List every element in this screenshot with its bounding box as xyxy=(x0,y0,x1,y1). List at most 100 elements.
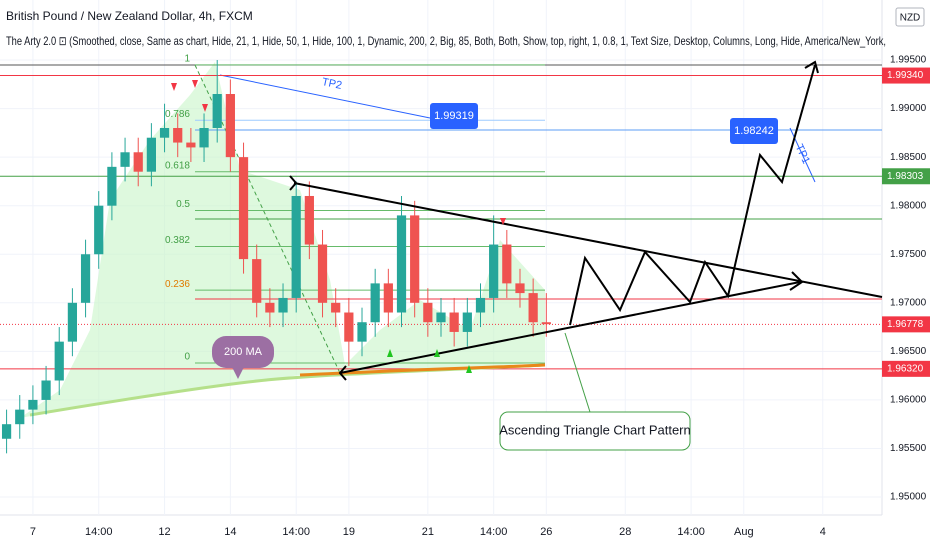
y-tick-label: 1.96500 xyxy=(890,346,927,357)
moving-average xyxy=(299,363,546,377)
callout-text: Ascending Triangle Chart Pattern xyxy=(499,422,691,437)
candle-body xyxy=(291,195,301,298)
x-tick-label: 14:00 xyxy=(677,526,705,538)
candle-body xyxy=(67,302,78,342)
candle-body xyxy=(15,409,25,425)
y-tick-label: 1.98000 xyxy=(890,200,927,211)
candle-body xyxy=(120,152,130,167)
x-tick-label: 14:00 xyxy=(85,526,113,538)
candle-body xyxy=(252,259,262,303)
price-tag-label: 1.96320 xyxy=(887,363,924,374)
x-tick-label: 14:00 xyxy=(480,526,508,538)
fib-label: 0.236 xyxy=(165,279,190,290)
x-tick-label: 28 xyxy=(619,526,631,538)
candle-body xyxy=(304,195,314,245)
y-tick-label: 1.95500 xyxy=(890,443,927,454)
candle-body xyxy=(41,380,51,400)
callout-box xyxy=(499,411,691,451)
price-tag-label: 1.98303 xyxy=(887,171,924,182)
candle-body xyxy=(475,297,486,313)
candle-body xyxy=(436,312,446,323)
tp-line xyxy=(219,74,431,119)
y-tick-label: 1.97000 xyxy=(890,297,927,308)
chart-title: British Pound / New Zealand Dollar, 4h, … xyxy=(6,9,253,23)
ma-box-pointer xyxy=(232,367,244,379)
candle-body xyxy=(383,283,393,313)
fib-label: 0.5 xyxy=(176,199,190,210)
candle-body xyxy=(80,254,91,303)
target-box xyxy=(730,118,778,144)
y-tick-label: 1.98500 xyxy=(890,152,927,163)
candle-body xyxy=(489,244,499,298)
ma-label: 200 MA xyxy=(224,346,263,358)
candle-body xyxy=(502,244,512,284)
price-tag xyxy=(882,316,930,333)
x-tick-label: 7 xyxy=(30,526,36,538)
candle-body xyxy=(344,312,354,342)
fib-label: 0 xyxy=(184,352,190,363)
y-tick-label: 1.97500 xyxy=(890,249,927,260)
y-tick-label: 1.99000 xyxy=(890,103,927,114)
candle-body xyxy=(212,94,222,128)
target-label: 1.98242 xyxy=(734,125,774,137)
candles xyxy=(1,60,551,454)
x-tick-label: 19 xyxy=(343,526,355,538)
annotation: TP2 xyxy=(321,76,343,92)
candle-body xyxy=(28,399,38,410)
candle-body xyxy=(317,244,328,303)
candle-body xyxy=(173,127,183,143)
price-tag xyxy=(882,168,930,185)
target-box xyxy=(430,103,478,129)
candle-body xyxy=(94,205,104,255)
price-tag xyxy=(882,360,930,377)
candle-body xyxy=(331,302,341,313)
callout-pointer xyxy=(564,332,591,413)
fib-label: 1 xyxy=(184,54,190,65)
candle-body xyxy=(107,166,117,206)
candle-body xyxy=(225,94,235,158)
indicator-text: The Arty 2.0 ⊡ (Smoothed, close, Same as… xyxy=(6,34,886,48)
y-tick-label: 1.99500 xyxy=(890,55,927,66)
y-tick-label: 1.95000 xyxy=(890,492,927,503)
currency-box[interactable] xyxy=(895,7,925,27)
x-tick-label: 14 xyxy=(224,526,236,538)
fib-label: 0.382 xyxy=(165,235,190,246)
candle-body xyxy=(541,322,551,325)
candle-body xyxy=(528,293,538,323)
price-tag-label: 1.99340 xyxy=(887,70,924,81)
candle-body xyxy=(410,215,420,303)
x-tick-label: 12 xyxy=(158,526,170,538)
x-tick-label: 4 xyxy=(820,526,826,538)
candle-body xyxy=(1,424,12,439)
target-label: 1.99319 xyxy=(434,110,474,122)
candle-body xyxy=(238,157,249,260)
candle-body xyxy=(199,127,209,148)
candle-body xyxy=(462,312,472,332)
x-tick-label: 14:00 xyxy=(282,526,310,538)
x-tick-label: 21 xyxy=(422,526,434,538)
x-tick-label: 26 xyxy=(540,526,552,538)
price-tag-label: 1.96778 xyxy=(887,319,924,330)
candle-body xyxy=(159,127,170,138)
candle-body xyxy=(265,302,275,313)
candle-body xyxy=(515,283,525,294)
x-tick-label: Aug xyxy=(734,526,754,538)
candle-body xyxy=(370,283,380,323)
candle-body xyxy=(357,322,367,342)
candle-body xyxy=(54,341,64,381)
candle-body xyxy=(396,215,407,313)
candle-body xyxy=(146,137,156,172)
candle-body xyxy=(186,142,196,148)
candle-body xyxy=(278,297,288,313)
y-tick-label: 1.96000 xyxy=(890,395,927,406)
candle-body xyxy=(449,312,459,332)
pattern-drawing xyxy=(289,60,883,381)
fib-label: 0.618 xyxy=(165,160,190,171)
price-tag xyxy=(882,67,930,84)
candle-body xyxy=(133,152,143,172)
candle-body xyxy=(423,302,433,323)
ma-box xyxy=(212,336,274,368)
currency-label[interactable]: NZD xyxy=(900,13,921,24)
